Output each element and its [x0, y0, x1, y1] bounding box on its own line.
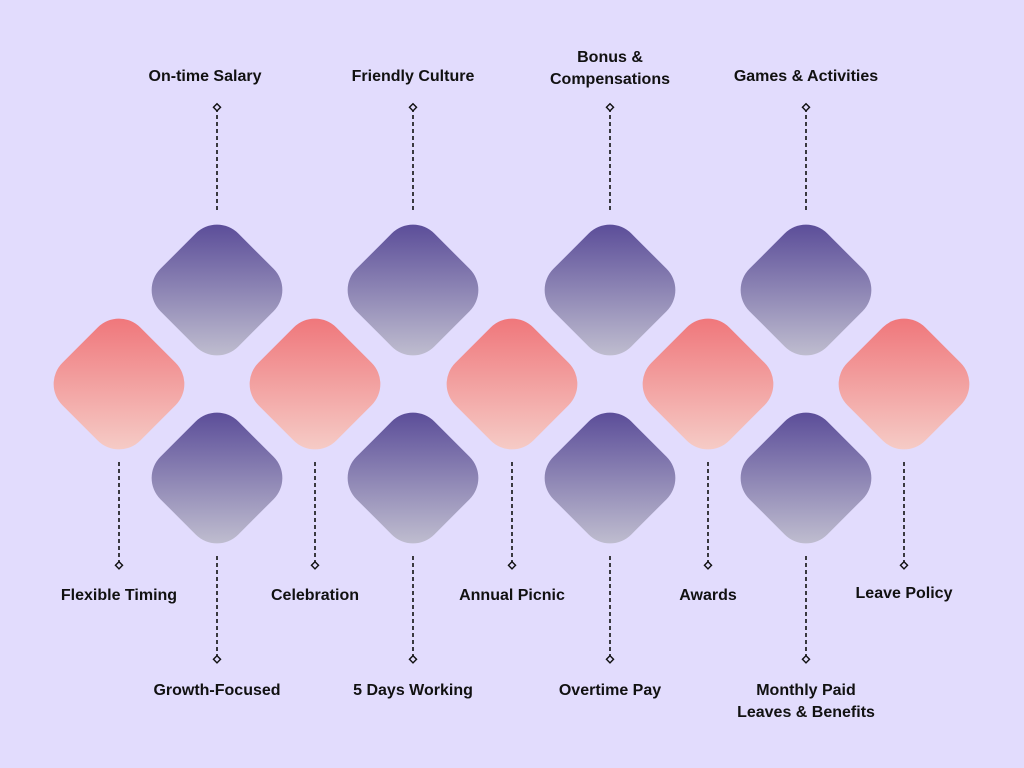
connector-tips-middle — [114, 560, 909, 570]
connector-tip — [114, 560, 124, 570]
connector-tip — [310, 560, 320, 570]
connectors-bottom — [216, 556, 807, 660]
connector-tip — [605, 654, 615, 664]
connector-tip — [801, 654, 811, 664]
diamond-bonus-compensations — [544, 224, 676, 356]
connector-tip — [605, 102, 615, 112]
diamonds-top — [151, 224, 872, 356]
diamond-leave-policy — [838, 318, 970, 450]
label-annual-picnic: Annual Picnic — [459, 587, 565, 604]
connector-tips-top — [212, 102, 811, 112]
connector-tips-bottom — [212, 654, 811, 664]
diamonds-middle — [53, 318, 970, 450]
label-leave-policy: Leave Policy — [855, 585, 953, 602]
connector-tip — [899, 560, 909, 570]
label-celebration: Celebration — [270, 587, 359, 604]
connectors-top — [216, 108, 807, 212]
connector-tip — [507, 560, 517, 570]
label-bonus-compensations: Bonus & Compensations — [549, 49, 670, 88]
diamond-on-time-salary — [151, 224, 283, 356]
diamond-friendly-culture — [347, 224, 479, 356]
connectors-middle — [118, 462, 905, 566]
label-overtime-pay: Overtime Pay — [558, 682, 662, 699]
diamond-monthly-paid-leaves — [740, 412, 872, 544]
diamond-awards — [642, 318, 774, 450]
connector-tip — [408, 102, 418, 112]
diamond-5-days-working — [347, 412, 479, 544]
diamond-growth-focused — [151, 412, 283, 544]
diamond-flexible-timing — [53, 318, 185, 450]
connector-tip — [703, 560, 713, 570]
connector-tip — [212, 102, 222, 112]
label-friendly-culture: Friendly Culture — [351, 68, 475, 85]
diamond-annual-picnic — [446, 318, 578, 450]
diamonds-bottom — [151, 412, 872, 544]
diamond-overtime-pay — [544, 412, 676, 544]
label-growth-focused: Growth-Focused — [153, 682, 281, 699]
connector-tip — [408, 654, 418, 664]
connector-tip — [801, 102, 811, 112]
label-monthly-paid-leaves: Monthly Paid Leaves & Benefits — [737, 682, 875, 721]
label-games-activities: Games & Activities — [733, 68, 879, 85]
diamond-celebration — [249, 318, 381, 450]
label-5-days-working: 5 Days Working — [353, 682, 473, 699]
label-awards: Awards — [679, 587, 737, 604]
connector-tip — [212, 654, 222, 664]
label-on-time-salary: On-time Salary — [148, 68, 262, 85]
diamond-games-activities — [740, 224, 872, 356]
label-flexible-timing: Flexible Timing — [60, 587, 178, 604]
